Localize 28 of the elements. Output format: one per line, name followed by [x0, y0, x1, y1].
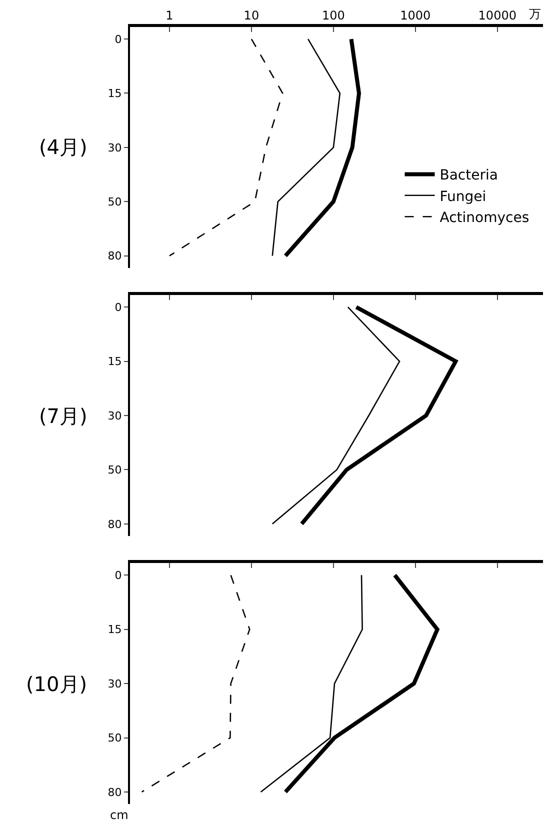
y-tick-label: 15	[108, 355, 122, 368]
legend-label: Bacteria	[440, 168, 498, 184]
x-tick-label: 10	[244, 8, 260, 22]
legend-label: Actinomyces	[440, 210, 530, 226]
y-tick-label: 80	[108, 250, 122, 263]
y-tick-label: 30	[108, 141, 122, 154]
y-tick-label: 50	[108, 464, 122, 477]
y-tick-label: 15	[108, 623, 122, 636]
x-tick-label: 1	[166, 8, 174, 22]
x-tick-label: 1000	[400, 8, 431, 22]
legend-label: Fungei	[440, 188, 486, 205]
y-tick-label: 80	[108, 518, 122, 531]
y-tick-label: 50	[108, 732, 122, 745]
y-tick-label: 0	[114, 569, 122, 582]
text: cm	[110, 808, 128, 822]
y-tick-label: 30	[108, 409, 122, 422]
x-axis-title: 万	[529, 7, 541, 21]
y-tick-label: 0	[114, 300, 122, 314]
y-axis-title: (7月)	[39, 404, 88, 428]
y-tick-label: 80	[108, 786, 122, 799]
y-tick-label: 30	[108, 677, 122, 690]
y-tick-label: 0	[114, 32, 122, 46]
y-axis-title: (10月)	[26, 672, 88, 696]
x-tick-label: 100	[322, 8, 345, 22]
y-tick-label: 15	[108, 87, 122, 100]
y-tick-label: 50	[108, 195, 122, 208]
x-tick-label: 10000	[478, 8, 516, 22]
y-axis-title: (4月)	[39, 135, 88, 159]
